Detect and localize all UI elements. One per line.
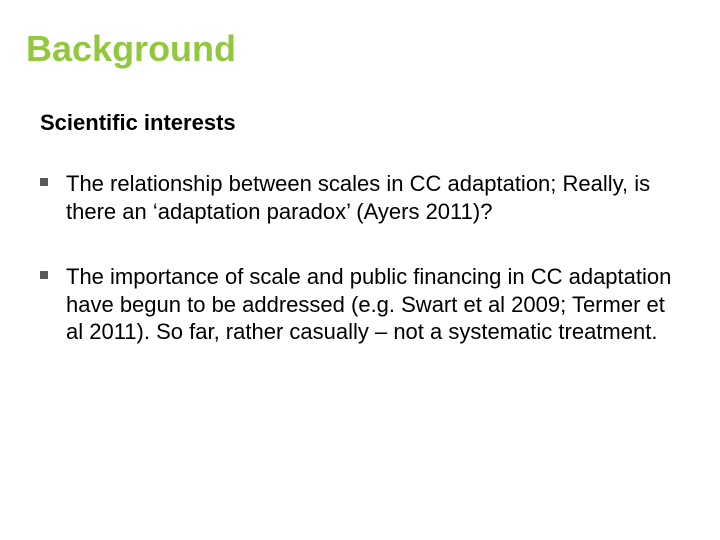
slide-subtitle: Scientific interests bbox=[40, 110, 684, 136]
list-item: The importance of scale and public finan… bbox=[40, 263, 684, 346]
list-item: The relationship between scales in CC ad… bbox=[40, 170, 684, 225]
slide-title: Background bbox=[26, 28, 684, 70]
slide-container: Background Scientific interests The rela… bbox=[0, 0, 720, 540]
bullet-list: The relationship between scales in CC ad… bbox=[40, 170, 684, 346]
